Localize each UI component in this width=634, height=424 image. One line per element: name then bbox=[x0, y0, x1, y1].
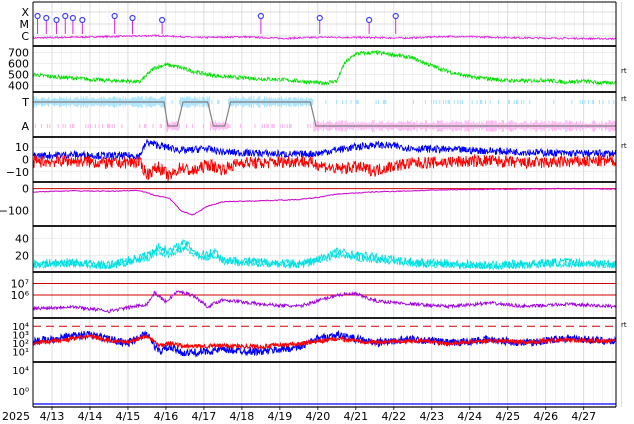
proton-tick-3: 10¹ bbox=[12, 348, 29, 359]
flare-marker bbox=[111, 12, 118, 20]
electron-flux-line bbox=[32, 289, 617, 314]
electron-tick-0: 10⁷ bbox=[11, 278, 29, 291]
solar-wind-speed-line bbox=[32, 49, 617, 87]
flare-marker bbox=[366, 16, 373, 24]
x-tick-label: 4/15 bbox=[116, 410, 141, 423]
speed-tick-400: 400 bbox=[8, 79, 29, 92]
x-tick-label: 4/18 bbox=[230, 410, 255, 423]
speed-tick-500: 500 bbox=[8, 68, 29, 81]
flare-marker bbox=[392, 12, 399, 20]
xray-class-label-X: X bbox=[21, 6, 29, 19]
xray-flux-line bbox=[32, 34, 616, 41]
electron-tick-1: 10⁶ bbox=[11, 289, 30, 302]
speed-tick-600: 600 bbox=[8, 58, 29, 71]
x-tick-label: 4/19 bbox=[268, 410, 293, 423]
sector-toward-label: T bbox=[21, 96, 29, 109]
dst-line bbox=[32, 187, 616, 216]
high-energy-tick-0: 10⁴ bbox=[12, 366, 29, 377]
flare-marker bbox=[129, 14, 136, 22]
flare-marker bbox=[316, 14, 323, 22]
imf-series-line-0 bbox=[32, 139, 617, 161]
imf-tick-2: −10 bbox=[6, 166, 29, 179]
proton-tick-0: 10⁴ bbox=[12, 322, 29, 333]
proton-series-line-0 bbox=[32, 329, 617, 358]
sector-polarity-line bbox=[33, 101, 616, 127]
speed-tick-700: 700 bbox=[8, 47, 29, 60]
flare-marker bbox=[257, 12, 264, 20]
dst-tick-1: −100 bbox=[0, 205, 29, 218]
flare-marker bbox=[69, 14, 76, 22]
side-mark: rt bbox=[621, 142, 627, 150]
proton-series-line-1 bbox=[32, 333, 617, 351]
flare-marker bbox=[43, 14, 50, 22]
flare-marker bbox=[79, 16, 86, 24]
x-tick-label: 4/16 bbox=[154, 410, 179, 423]
x-tick-label: 4/24 bbox=[457, 410, 482, 423]
proton-tick-1: 10³ bbox=[12, 331, 29, 342]
index-tick-1: 20 bbox=[15, 249, 29, 262]
side-mark: rt bbox=[621, 95, 627, 103]
flare-marker bbox=[159, 16, 166, 24]
xray-class-label-M: M bbox=[20, 18, 30, 31]
high-energy-tick-1: 10⁰ bbox=[12, 387, 29, 398]
flare-marker bbox=[34, 12, 41, 20]
index-line-b bbox=[32, 246, 616, 271]
x-axis-year-label: 2025 bbox=[2, 410, 30, 423]
x-tick-label: 4/25 bbox=[495, 410, 520, 423]
x-tick-label: 4/14 bbox=[78, 410, 103, 423]
x-tick-label: 4/21 bbox=[343, 410, 368, 423]
x-tick-label: 4/22 bbox=[381, 410, 406, 423]
index-line-a bbox=[32, 238, 617, 271]
imf-tick-1: 0 bbox=[22, 154, 29, 167]
x-tick-label: 4/27 bbox=[571, 410, 596, 423]
flare-marker bbox=[62, 12, 69, 20]
imf-series-line-1 bbox=[32, 153, 617, 182]
side-mark: rt bbox=[621, 67, 627, 75]
xray-class-label-C: C bbox=[21, 30, 29, 43]
side-mark: rt bbox=[621, 321, 627, 329]
proton-tick-2: 10² bbox=[12, 339, 29, 350]
x-tick-label: 4/17 bbox=[192, 410, 217, 423]
x-tick-label: 4/13 bbox=[40, 410, 65, 423]
x-tick-label: 4/23 bbox=[419, 410, 444, 423]
x-tick-label: 4/20 bbox=[306, 410, 331, 423]
index-tick-0: 40 bbox=[15, 233, 29, 246]
dst-tick-0: 0 bbox=[22, 183, 29, 196]
sector-away-label: A bbox=[21, 120, 29, 133]
x-tick-label: 4/26 bbox=[533, 410, 558, 423]
flare-marker bbox=[53, 16, 60, 24]
imf-tick-0: 10 bbox=[15, 141, 29, 154]
